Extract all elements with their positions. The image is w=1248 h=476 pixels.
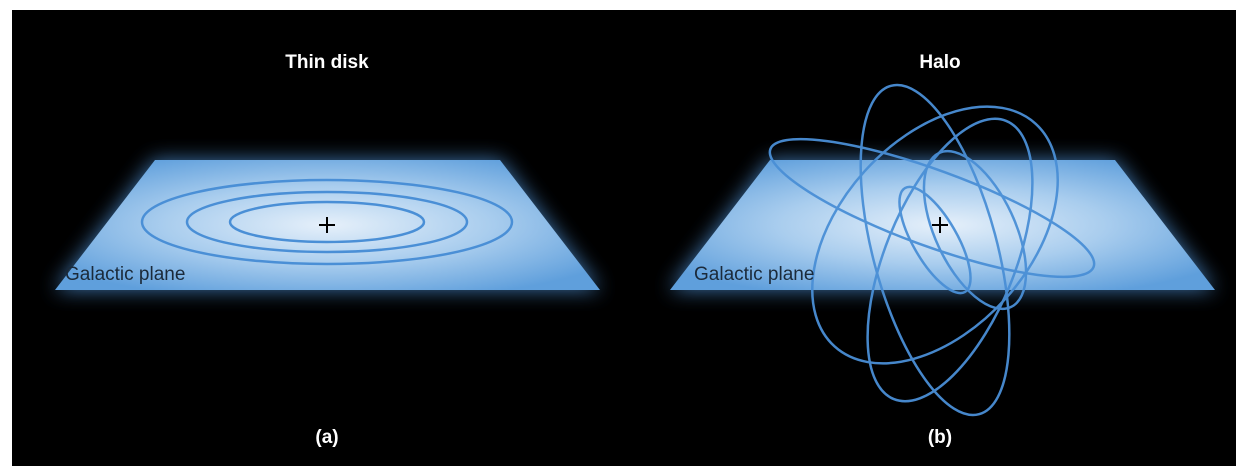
panel-title: Thin disk [285,52,369,73]
orbit [859,83,1011,417]
caption: (a) [315,427,338,448]
plane-label: Galactic plane [694,264,814,285]
orbit [811,105,1059,365]
orbit [898,185,972,295]
center-mark [932,217,948,233]
panel-a: Thin disk Galactic plane (a) [55,52,600,448]
orbit [185,190,469,254]
center-mark [319,217,335,233]
orbit [866,117,1034,403]
orbit [768,137,1096,279]
plane-label: Galactic plane [65,264,185,285]
orbit [140,178,514,266]
panel-b: Halo Galactic plane (b) [670,52,1215,448]
orbit [922,149,1028,311]
caption: (b) [928,427,952,448]
panel-title: Halo [919,52,960,73]
orbit [228,200,426,244]
